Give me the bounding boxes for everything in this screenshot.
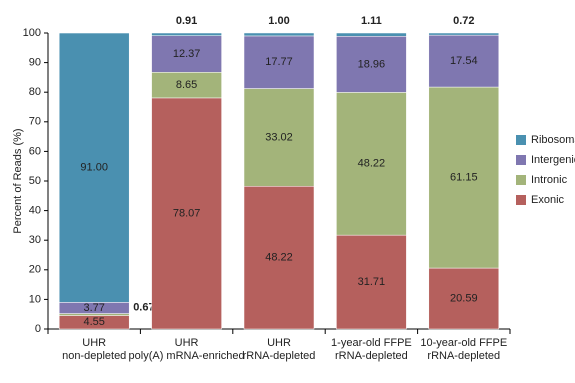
bar-segment bbox=[336, 32, 407, 37]
bar-segment bbox=[243, 88, 315, 187]
value-label: 12.37 bbox=[173, 48, 201, 60]
y-tick-label: 100 bbox=[23, 27, 41, 39]
x-tick-label: 1-year-old FFPE rRNA-depleted bbox=[331, 337, 412, 362]
y-tick-label: 10 bbox=[29, 293, 41, 305]
bar-segment bbox=[243, 32, 315, 37]
y-tick-label: 80 bbox=[29, 86, 41, 98]
value-label: 0.91 bbox=[176, 15, 197, 27]
bar-segment bbox=[336, 234, 407, 330]
bar-segment bbox=[336, 92, 407, 236]
legend-swatch bbox=[516, 155, 526, 165]
bar-segment bbox=[243, 35, 315, 89]
bar-segment bbox=[151, 35, 222, 73]
bar-segment bbox=[428, 34, 500, 88]
x-tick-label: UHR non-depleted bbox=[62, 337, 126, 362]
value-label: 8.65 bbox=[176, 79, 197, 91]
legend-label: Intronic bbox=[531, 174, 568, 186]
value-label: 3.77 bbox=[83, 302, 104, 314]
y-tick-label: 70 bbox=[29, 116, 41, 128]
value-label: 20.59 bbox=[450, 292, 478, 304]
bar-segment bbox=[58, 32, 130, 303]
y-tick-label: 60 bbox=[29, 145, 41, 157]
x-tick-label: 10-year-old FFPE rRNA-depleted bbox=[420, 337, 507, 362]
bar-segment bbox=[151, 97, 222, 330]
value-label: 0.67 bbox=[133, 301, 154, 313]
x-tick-label: UHR rRNA-depleted bbox=[243, 337, 316, 362]
value-label: 48.22 bbox=[265, 252, 293, 264]
y-tick-label: 40 bbox=[29, 205, 41, 217]
legend-label: Intergenic bbox=[531, 154, 575, 166]
value-label: 31.71 bbox=[358, 276, 386, 288]
bar-segment bbox=[336, 36, 407, 93]
bar-segment bbox=[151, 72, 222, 99]
value-label: 17.77 bbox=[265, 56, 293, 68]
value-label: 1.11 bbox=[361, 15, 382, 27]
value-label: 61.15 bbox=[450, 171, 478, 183]
y-tick-label: 0 bbox=[35, 323, 41, 335]
legend-swatch bbox=[516, 195, 526, 205]
value-label: 48.22 bbox=[358, 158, 386, 170]
bar-segment bbox=[428, 86, 500, 269]
y-tick-label: 20 bbox=[29, 264, 41, 276]
bar-segment bbox=[243, 186, 315, 330]
bar-segment bbox=[428, 267, 500, 330]
legend-label: Exonic bbox=[531, 194, 565, 206]
value-label: 0.72 bbox=[453, 15, 474, 27]
value-label: 4.55 bbox=[83, 316, 104, 328]
y-tick-label: 50 bbox=[29, 175, 41, 187]
bar-segment bbox=[428, 32, 500, 36]
x-tick-label: UHR poly(A) mRNA-enriched bbox=[129, 337, 245, 362]
y-tick-label: 90 bbox=[29, 57, 41, 69]
legend-label: Ribosomal bbox=[531, 134, 575, 146]
value-label: 1.00 bbox=[268, 15, 289, 27]
value-label: 18.96 bbox=[358, 58, 386, 70]
value-label: 33.02 bbox=[265, 131, 293, 143]
legend-swatch bbox=[516, 175, 526, 185]
y-axis-label: Percent of Reads (%) bbox=[12, 128, 24, 233]
value-label: 78.07 bbox=[173, 207, 201, 219]
legend-swatch bbox=[516, 135, 526, 145]
value-label: 91.00 bbox=[80, 162, 108, 174]
bar-segment bbox=[151, 32, 222, 36]
y-tick-label: 30 bbox=[29, 234, 41, 246]
value-label: 17.54 bbox=[450, 55, 478, 67]
